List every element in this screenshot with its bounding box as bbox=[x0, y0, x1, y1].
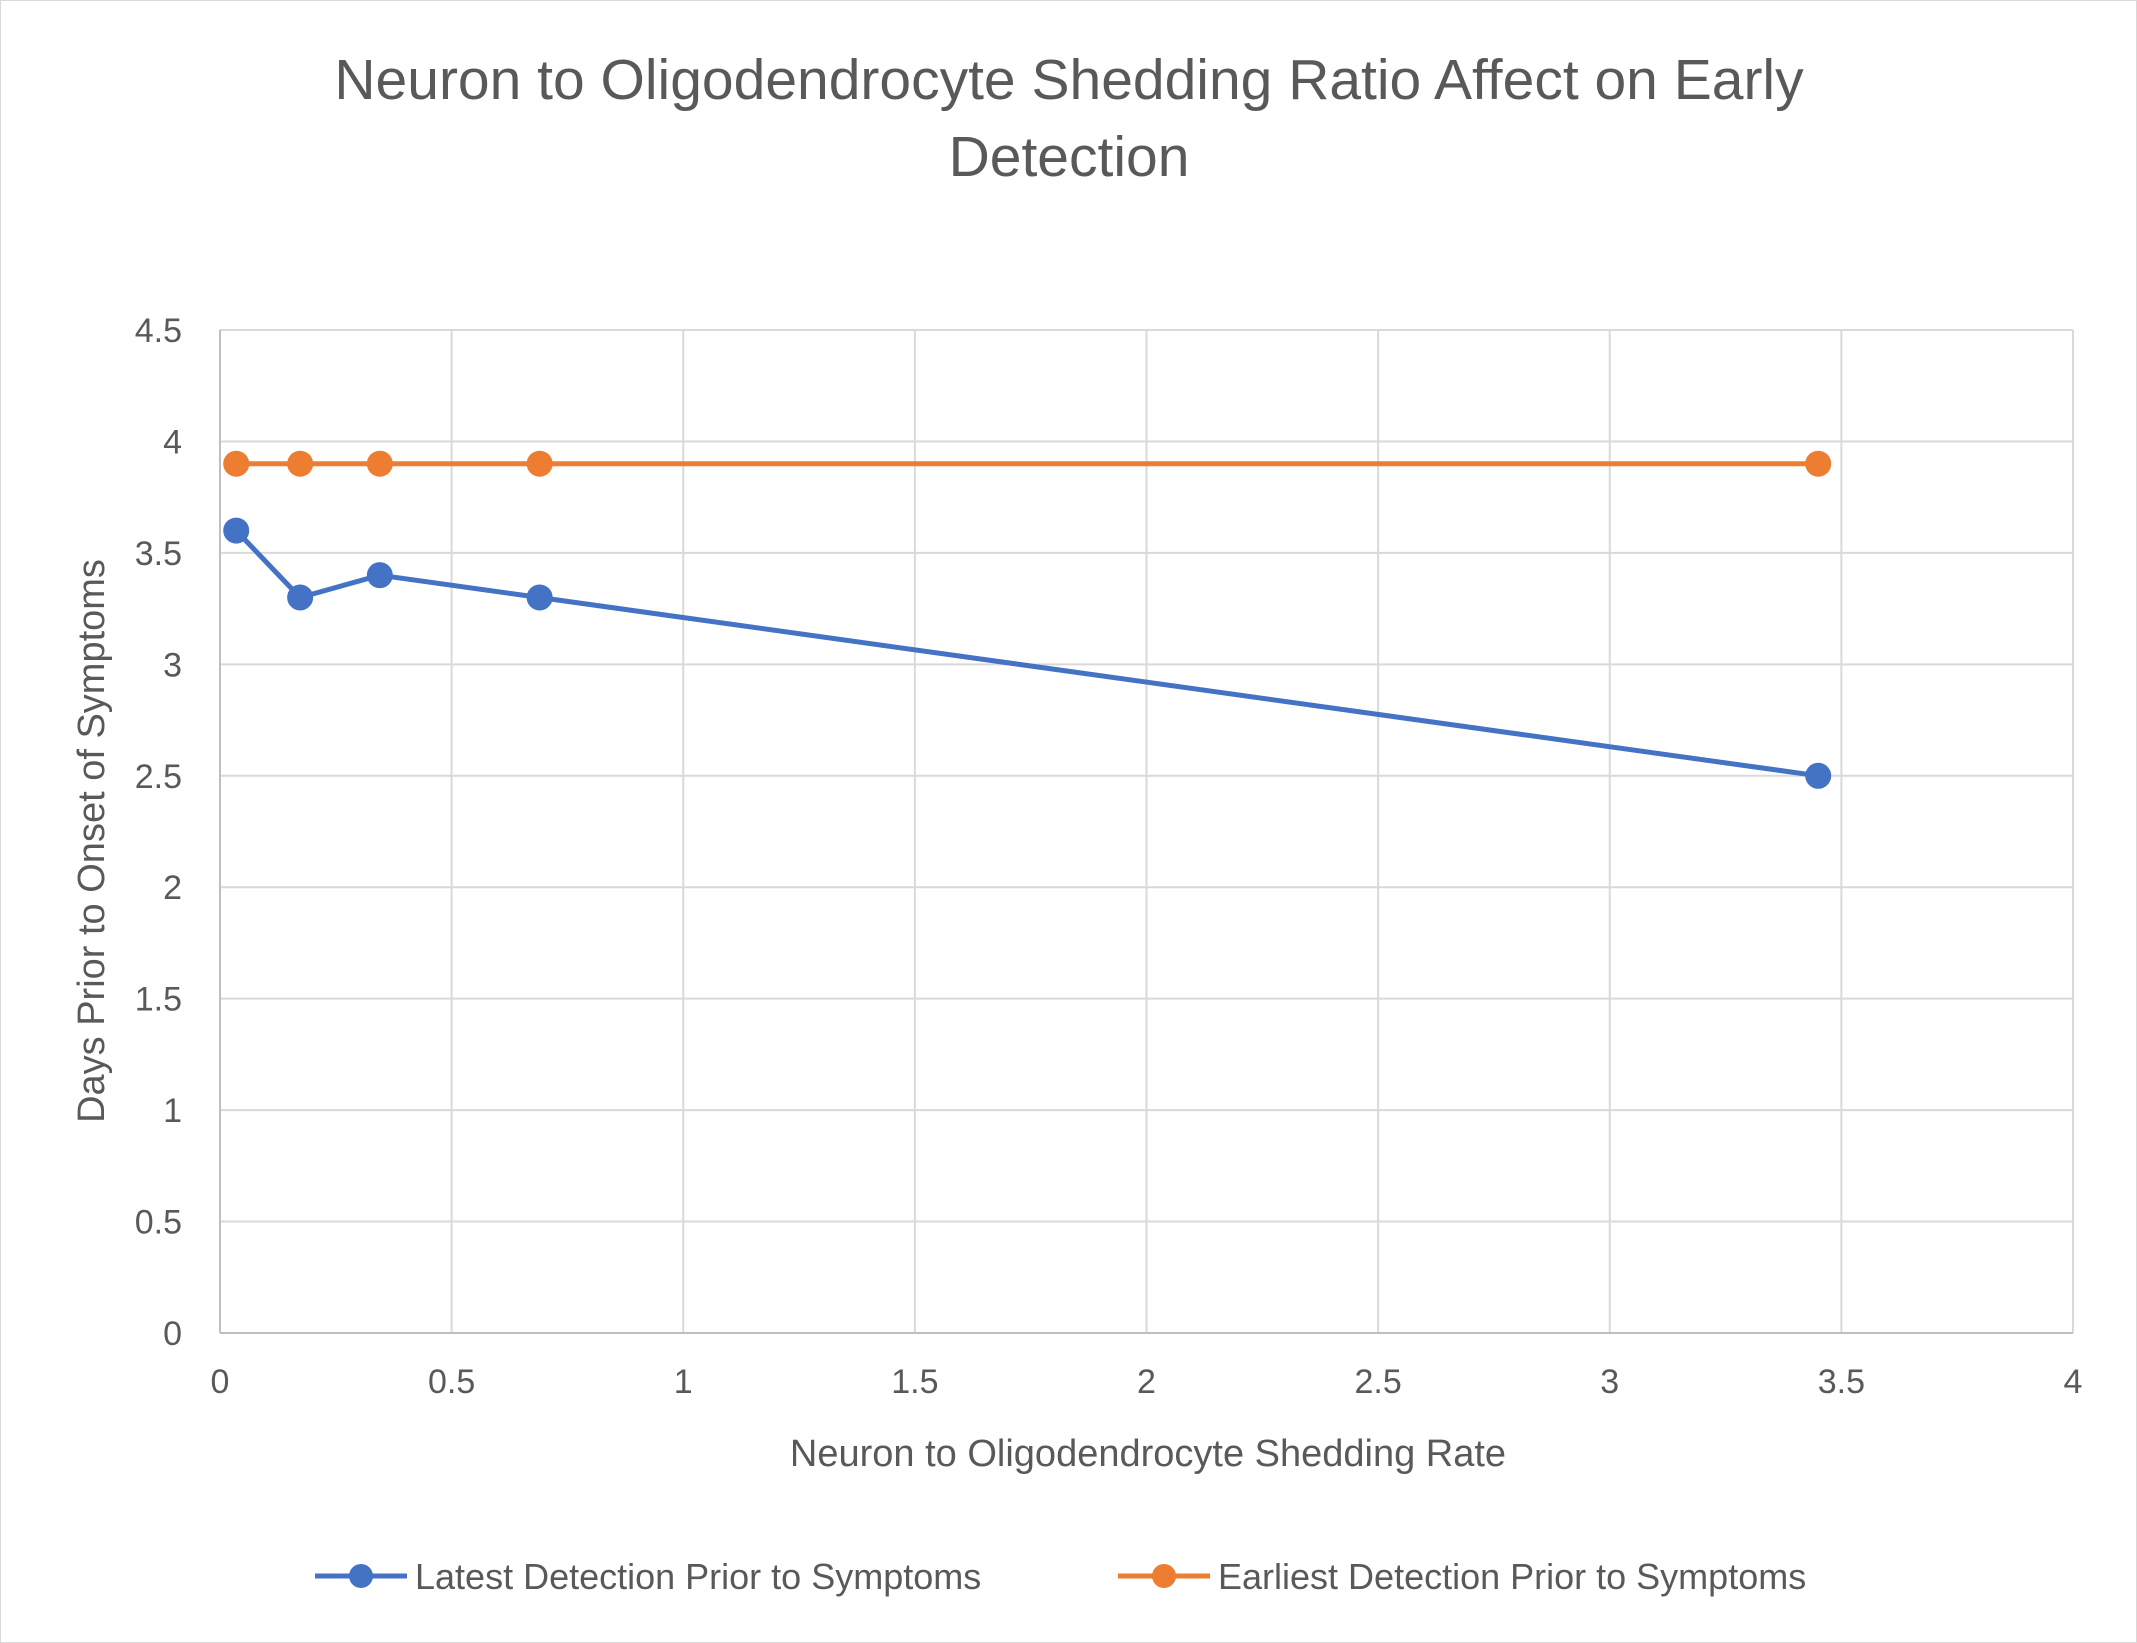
legend-marker bbox=[1152, 1564, 1176, 1588]
gridlines bbox=[220, 329, 2074, 1333]
chart-title: Neuron to Oligodendrocyte Shedding Ratio… bbox=[334, 48, 1804, 189]
series-line-1 bbox=[234, 528, 1819, 779]
y-tick-label: 4.5 bbox=[135, 312, 182, 350]
x-tick-label: 1 bbox=[674, 1363, 693, 1401]
x-tick-label: 2.5 bbox=[1354, 1363, 1401, 1401]
y-tick-label: 2.5 bbox=[135, 758, 182, 796]
x-tick-label: 2 bbox=[1137, 1363, 1156, 1401]
x-tick-labels: 0 0.5 1 1.5 2 2.5 3 3.5 4 bbox=[211, 1363, 2083, 1401]
y-tick-label: 0.5 bbox=[135, 1204, 182, 1242]
data-point bbox=[526, 584, 553, 611]
data-point bbox=[287, 450, 314, 477]
x-tick-label: 0 bbox=[211, 1363, 230, 1401]
data-point bbox=[366, 450, 393, 477]
x-axis-label: Neuron to Oligodendrocyte Shedding Rate bbox=[790, 1433, 1506, 1475]
x-tick-label: 4 bbox=[2064, 1363, 2083, 1401]
legend-label: Earliest Detection Prior to Symptoms bbox=[1218, 1556, 1806, 1597]
data-point bbox=[526, 450, 553, 477]
data-point bbox=[287, 584, 314, 611]
legend: Latest Detection Prior to Symptoms Earlie… bbox=[315, 1556, 1806, 1597]
x-tick-label: 0.5 bbox=[428, 1363, 475, 1401]
y-tick-label: 1 bbox=[163, 1092, 182, 1130]
legend-label: Latest Detection Prior to Symptoms bbox=[415, 1556, 981, 1597]
data-point bbox=[223, 450, 250, 477]
y-tick-label: 1.5 bbox=[135, 981, 182, 1019]
series bbox=[223, 450, 1832, 789]
y-tick-label: 0 bbox=[163, 1315, 182, 1353]
y-tick-label: 3.5 bbox=[135, 535, 182, 573]
x-tick-label: 3 bbox=[1600, 1363, 1619, 1401]
x-tick-label: 3.5 bbox=[1818, 1363, 1865, 1401]
y-tick-label: 2 bbox=[163, 869, 182, 907]
data-point bbox=[366, 562, 393, 589]
data-point bbox=[223, 517, 250, 544]
chart-title-line-2: Detection bbox=[949, 125, 1190, 189]
data-point bbox=[1805, 450, 1832, 477]
data-point bbox=[1805, 762, 1832, 789]
chart-title-line-1: Neuron to Oligodendrocyte Shedding Ratio… bbox=[334, 48, 1804, 112]
y-tick-label: 4 bbox=[163, 423, 182, 461]
y-axis-label: Days Prior to Onset of Symptoms bbox=[71, 559, 113, 1123]
axes bbox=[219, 330, 2073, 1334]
y-tick-labels: 0 0.5 1 1.5 2 2.5 3 3.5 4 4.5 bbox=[135, 312, 182, 1353]
y-tick-label: 3 bbox=[163, 646, 182, 684]
x-tick-label: 1.5 bbox=[891, 1363, 938, 1401]
legend-marker bbox=[349, 1564, 373, 1588]
